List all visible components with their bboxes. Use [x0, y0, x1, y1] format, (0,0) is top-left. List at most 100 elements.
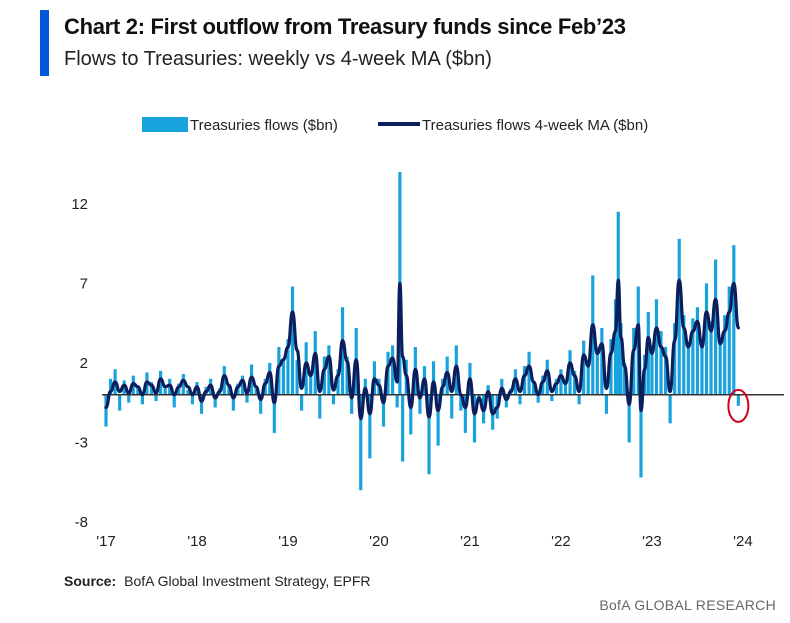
bar-mark	[459, 394, 463, 411]
bar-mark	[163, 388, 167, 395]
bar-mark	[381, 394, 386, 427]
bar-mark	[281, 359, 286, 395]
bar-mark	[231, 394, 235, 411]
legend: Treasuries flows ($bn) Treasuries flows …	[142, 117, 648, 134]
bar-mark	[659, 331, 663, 395]
bar-mark	[646, 312, 650, 395]
source-note: Source: BofA Global Investment Strategy, …	[64, 573, 371, 589]
bar-mark	[568, 350, 572, 395]
bar-mark	[436, 394, 440, 446]
bar-mark	[345, 356, 349, 395]
bar-mark	[714, 259, 718, 395]
bar-mark	[704, 283, 709, 395]
bar-mark	[395, 394, 399, 408]
bar-mark	[313, 331, 317, 395]
x-tick-label: '22	[551, 533, 571, 550]
bar-mark	[222, 366, 226, 395]
bar-mark	[427, 394, 431, 475]
bar-mark	[108, 378, 113, 395]
legend-label-line: Treasuries flows 4-week MA ($bn)	[422, 117, 648, 134]
bar-mark	[172, 394, 176, 408]
bar-mark	[463, 394, 467, 433]
bar-mark	[686, 343, 690, 395]
bar-mark	[623, 362, 627, 395]
bar-mark	[650, 345, 654, 395]
bar-mark	[663, 347, 668, 395]
bar-mark	[700, 343, 704, 395]
bar-mark	[736, 394, 740, 406]
bar-mark	[336, 369, 340, 395]
bar-mark	[586, 359, 590, 395]
bar-mark	[154, 394, 158, 402]
source-label: Source:	[64, 573, 117, 589]
bar-mark	[668, 394, 672, 424]
bar-mark	[140, 394, 144, 405]
bar-mark	[563, 382, 568, 395]
bar-mark	[350, 394, 354, 414]
bar-mark	[177, 383, 181, 395]
bar-mark	[431, 361, 436, 395]
bar-mark	[322, 356, 326, 395]
bar-mark	[286, 339, 290, 395]
bar-mark	[522, 366, 527, 395]
bar-mark	[682, 315, 686, 395]
bar-mark	[609, 339, 613, 395]
bar-mark	[709, 321, 713, 395]
bar-mark	[190, 394, 195, 405]
y-axis-labels: 12 7 2 -3 -8	[71, 196, 88, 531]
bar-series	[104, 172, 740, 491]
bar-mark	[254, 388, 258, 395]
title-accent-bar	[40, 10, 49, 76]
bar-mark	[582, 340, 586, 395]
bar-mark	[604, 394, 609, 414]
bar-mark	[639, 394, 643, 478]
bar-mark	[518, 394, 522, 405]
bar-mark	[104, 394, 108, 427]
bar-mark	[627, 394, 631, 443]
bar-mark	[527, 351, 531, 395]
bar-mark	[290, 286, 295, 395]
y-tick-label: -3	[75, 434, 88, 451]
bar-mark	[554, 378, 558, 395]
bar-mark	[718, 339, 722, 395]
bar-mark	[673, 323, 677, 395]
bar-mark	[695, 307, 700, 395]
bar-mark	[359, 394, 363, 491]
bar-mark	[577, 394, 581, 405]
bar-mark	[591, 275, 595, 395]
bar-mark	[723, 315, 727, 395]
bar-mark	[545, 359, 549, 395]
bar-mark	[149, 382, 154, 395]
bar-mark	[181, 374, 185, 395]
bar-mark	[327, 345, 331, 395]
x-tick-label: '24	[733, 533, 753, 550]
bar-mark	[363, 378, 367, 395]
bar-mark	[240, 375, 245, 395]
bar-mark	[600, 327, 604, 395]
x-tick-label: '21	[460, 533, 480, 550]
bar-mark	[300, 394, 304, 411]
bar-mark	[272, 394, 276, 433]
bar-mark	[619, 323, 623, 395]
x-axis-labels: '17 '18 '19 '20 '21 '22 '23 '24	[96, 533, 752, 550]
bar-mark	[158, 370, 163, 395]
bar-mark	[227, 385, 231, 395]
source-text: BofA Global Investment Strategy, EPFR	[124, 573, 371, 589]
bar-mark	[532, 382, 536, 395]
bar-mark	[418, 394, 422, 414]
bar-mark	[199, 394, 204, 414]
bar-mark	[122, 380, 126, 395]
bar-mark	[727, 286, 731, 395]
bar-mark	[259, 394, 263, 414]
bar-mark	[340, 307, 345, 395]
bar-mark	[127, 394, 131, 403]
x-tick-label: '20	[369, 533, 389, 550]
bar-mark	[677, 238, 681, 395]
bar-mark	[409, 394, 413, 435]
bar-mark	[245, 394, 249, 403]
y-tick-label: 12	[71, 196, 88, 213]
y-tick-label: -8	[75, 514, 88, 531]
x-tick-label: '18	[187, 533, 207, 550]
bar-mark	[136, 385, 140, 395]
x-tick-label: '17	[96, 533, 116, 550]
